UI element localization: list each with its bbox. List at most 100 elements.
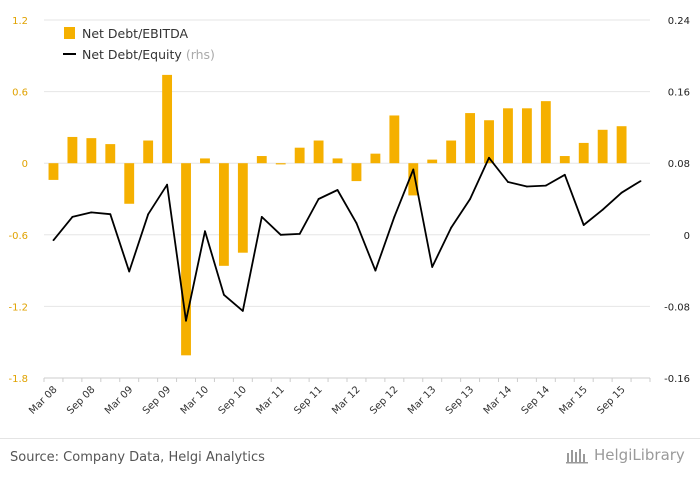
line-point [488,156,490,159]
line-point [166,183,168,186]
y-right-tick-label: 0.24 [668,16,690,27]
x-tick-label: Mar 08 [27,384,59,416]
bar [578,142,589,164]
x-tick-label: Sep 08 [65,384,97,416]
x-tick-label: Sep 13 [444,384,476,416]
y-left-tick-label: 0.6 [12,88,28,99]
bar [446,140,457,164]
legend-label-net-debt-ebitda: Net Debt/EBITDA [82,26,188,41]
line-point [639,180,642,183]
line-point [507,181,509,183]
line-point [336,189,339,191]
x-tick-label: Sep 11 [292,384,324,416]
y-axis-right: 0.24 0.16 0.08 0 -0.08 -0.16 [664,16,690,385]
bar [465,113,476,164]
legend-label-net-debt-equity-name: Net Debt/Equity [82,47,182,62]
combo-chart: 1.2 0.6 0 -0.6 -1.2 -1.8 0.24 0.16 0.08 0 -0.08 -0… [8,16,690,417]
bar [124,163,135,204]
line-path [52,156,641,322]
bar [237,163,248,253]
brand-logo[interactable]: HelgiLibrary [566,446,685,464]
line-point [52,239,55,242]
line-point [260,216,263,218]
x-tick-label: Mar 10 [179,384,211,416]
legend-label-net-debt-equity: Net Debt/Equity (rhs) [82,47,215,62]
x-tick-label: Mar 11 [254,384,286,416]
bar [218,163,229,266]
line-point [563,173,566,176]
y-left-tick-label: 0 [22,159,28,170]
line-point [431,266,434,268]
bar [484,120,494,164]
line-point [526,185,528,188]
bar [275,163,286,165]
y-left-tick-label: -0.6 [8,231,28,242]
line-point [90,211,93,214]
x-axis: Mar 08 Sep 08 Mar 09 Sep 09 Mar 10 Sep 10 Mar … [27,378,651,417]
bar [143,140,154,164]
line-point [450,226,453,229]
bar [370,153,381,164]
y-left-tick-label: -1.8 [8,374,28,385]
bar [67,136,78,164]
bar-series-net-debt-ebitda [48,74,627,356]
line-point [393,216,396,218]
line-point [71,216,74,218]
y-left-tick-label: 1.2 [12,16,28,27]
y-right-tick-label: 0 [684,231,690,242]
bar [427,159,438,164]
bar [540,101,551,164]
bar [181,163,191,356]
bar [294,147,305,164]
bar [389,115,400,164]
y-right-tick-label: 0.08 [668,159,690,170]
line-point [620,191,623,194]
line-series-net-debt-equity [52,156,642,322]
bar [597,129,608,164]
x-tick-label: Sep 15 [595,384,627,416]
legend-swatch-net-debt-ebitda [64,27,75,39]
x-tick-label: Mar 09 [103,384,135,416]
source-note: Source: Company Data, Helgi Analytics [10,450,265,465]
x-tick-label: Sep 10 [217,384,249,416]
legend: Net Debt/EBITDA Net Debt/Equity (rhs) [63,26,215,62]
x-tick-label: Mar 13 [406,384,438,416]
x-tick-label: Mar 15 [557,384,589,416]
line-point [109,213,112,216]
bar [200,158,210,164]
footer-divider [0,438,700,439]
line-point [355,222,358,225]
y-right-tick-label: -0.16 [664,374,690,385]
line-point [317,198,320,200]
line-point [298,233,301,235]
x-tick-label: Sep 09 [141,384,173,416]
y-right-tick-label: -0.08 [664,302,690,313]
line-point [241,309,244,312]
gridlines [44,19,650,379]
bar [503,108,513,164]
line-point [544,184,547,187]
legend-label-rhs: (rhs) [186,47,215,62]
y-right-tick-label: 0.16 [668,88,690,99]
bar [48,163,59,180]
line-point [147,213,150,216]
line-point [469,198,471,200]
bar [86,138,97,164]
bar [408,163,419,196]
bar [256,156,267,164]
bar [616,126,627,164]
line-point [582,224,585,226]
x-tick-label: Mar 14 [482,384,514,416]
library-icon [566,449,588,464]
bar [313,140,324,164]
bar [559,156,570,164]
bar [332,158,343,164]
line-point [128,270,131,273]
line-point [601,208,604,211]
line-point [374,269,377,272]
y-axis-left: 1.2 0.6 0 -0.6 -1.2 -1.8 [8,16,28,385]
y-left-tick-label: -1.2 [8,302,28,313]
line-point [204,230,206,233]
bar [351,163,362,182]
